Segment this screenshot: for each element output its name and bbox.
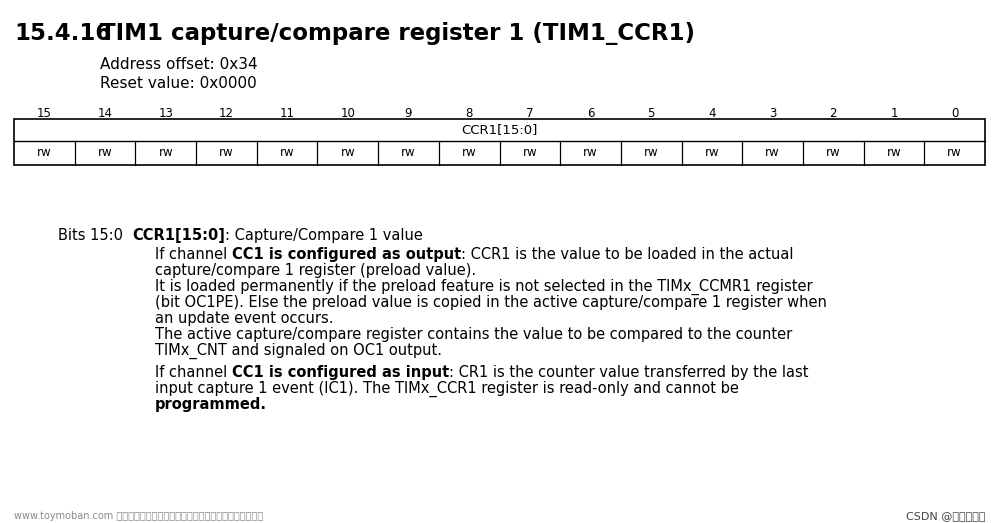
- Text: rw: rw: [583, 146, 598, 160]
- Text: : Capture/Compare 1 value: : Capture/Compare 1 value: [225, 228, 423, 243]
- Text: an update event occurs.: an update event occurs.: [155, 311, 334, 326]
- Text: Reset value: 0x0000: Reset value: 0x0000: [100, 76, 257, 91]
- Text: input capture 1 event (IC1). The TIMx_CCR1 register is read-only and cannot be: input capture 1 event (IC1). The TIMx_CC…: [155, 381, 739, 397]
- Text: 10: 10: [340, 107, 355, 120]
- Text: rw: rw: [644, 146, 659, 160]
- Text: CC1 is configured as input: CC1 is configured as input: [232, 365, 449, 380]
- Text: rw: rw: [37, 146, 52, 160]
- Text: rw: rw: [280, 146, 294, 160]
- Text: rw: rw: [219, 146, 234, 160]
- Text: CC1 is configured as output: CC1 is configured as output: [232, 247, 461, 262]
- Text: 11: 11: [280, 107, 295, 120]
- Text: rw: rw: [340, 146, 355, 160]
- Text: rw: rw: [523, 146, 537, 160]
- Text: 12: 12: [219, 107, 234, 120]
- Text: www.toymoban.com 网络图片仅仅供你学习，非行商，如有侵权请联系删除。: www.toymoban.com 网络图片仅仅供你学习，非行商，如有侵权请联系删…: [14, 511, 263, 521]
- Text: If channel: If channel: [155, 365, 232, 380]
- Text: TIMx_CNT and signaled on OC1 output.: TIMx_CNT and signaled on OC1 output.: [155, 343, 442, 359]
- Text: If channel: If channel: [155, 247, 232, 262]
- Text: rw: rw: [158, 146, 173, 160]
- Text: CCR1[15:0]: CCR1[15:0]: [461, 123, 538, 137]
- Text: 1: 1: [890, 107, 898, 120]
- Text: rw: rw: [887, 146, 901, 160]
- Text: 14: 14: [98, 107, 113, 120]
- Text: rw: rw: [947, 146, 962, 160]
- Text: 3: 3: [769, 107, 776, 120]
- Text: CSDN @小小豆芽菜: CSDN @小小豆芽菜: [906, 511, 986, 521]
- Text: The active capture/compare register contains the value to be compared to the cou: The active capture/compare register cont…: [155, 327, 792, 342]
- Text: 8: 8: [465, 107, 473, 120]
- Text: Bits 15:0: Bits 15:0: [58, 228, 132, 243]
- Text: 15: 15: [37, 107, 52, 120]
- Text: rw: rw: [705, 146, 719, 160]
- Text: rw: rw: [401, 146, 416, 160]
- Text: programmed.: programmed.: [155, 397, 267, 412]
- Text: 4: 4: [708, 107, 716, 120]
- Text: Address offset: 0x34: Address offset: 0x34: [100, 57, 258, 72]
- Text: 0: 0: [951, 107, 958, 120]
- Text: 15.4.16: 15.4.16: [14, 22, 111, 45]
- Text: 13: 13: [158, 107, 173, 120]
- Text: TIM1 capture/compare register 1 (TIM1_CCR1): TIM1 capture/compare register 1 (TIM1_CC…: [100, 22, 695, 45]
- Text: 7: 7: [526, 107, 534, 120]
- Text: 6: 6: [587, 107, 594, 120]
- Text: 9: 9: [405, 107, 412, 120]
- Text: It is loaded permanently if the preload feature is not selected in the TIMx_CCMR: It is loaded permanently if the preload …: [155, 279, 813, 295]
- Text: 5: 5: [648, 107, 655, 120]
- Text: 2: 2: [830, 107, 837, 120]
- Bar: [14, 119, 985, 165]
- Text: capture/compare 1 register (preload value).: capture/compare 1 register (preload valu…: [155, 263, 476, 278]
- Text: (bit OC1PE). Else the preload value is copied in the active capture/compare 1 re: (bit OC1PE). Else the preload value is c…: [155, 295, 827, 310]
- Text: rw: rw: [826, 146, 841, 160]
- Text: rw: rw: [765, 146, 780, 160]
- Text: rw: rw: [98, 146, 112, 160]
- Text: rw: rw: [462, 146, 476, 160]
- Text: : CR1 is the counter value transferred by the last: : CR1 is the counter value transferred b…: [449, 365, 809, 380]
- Text: : CCR1 is the value to be loaded in the actual: : CCR1 is the value to be loaded in the …: [461, 247, 794, 262]
- Text: CCR1[15:0]: CCR1[15:0]: [132, 228, 225, 243]
